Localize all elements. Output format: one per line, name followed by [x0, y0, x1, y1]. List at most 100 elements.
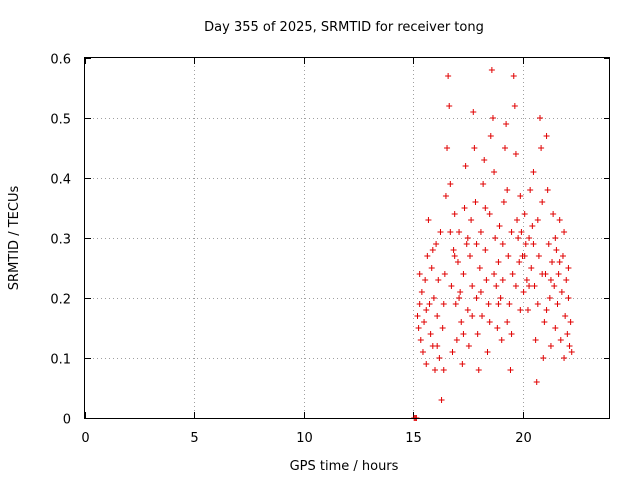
data-point	[481, 157, 488, 163]
data-point	[483, 277, 490, 283]
data-point	[532, 337, 539, 343]
data-point	[442, 193, 449, 199]
data-point	[540, 355, 547, 361]
data-point	[446, 103, 453, 109]
data-point	[422, 277, 429, 283]
x-tick-label: 15	[405, 431, 422, 446]
data-point	[565, 265, 572, 271]
data-point	[553, 247, 560, 253]
data-point	[472, 199, 479, 205]
data-point	[434, 343, 441, 349]
data-point	[562, 313, 569, 319]
data-point	[559, 253, 566, 259]
data-point	[496, 223, 503, 229]
data-point	[499, 277, 506, 283]
y-axis-label: SRMTID / TECUs	[7, 186, 22, 291]
data-point	[498, 337, 505, 343]
data-point	[416, 271, 423, 277]
data-point	[444, 145, 451, 151]
data-point	[517, 307, 524, 313]
data-point	[468, 217, 475, 223]
data-point	[534, 301, 541, 307]
plot-frame	[84, 57, 610, 419]
data-point	[440, 301, 447, 307]
data-point	[543, 133, 550, 139]
data-point	[565, 295, 572, 301]
data-point	[445, 73, 452, 79]
data-point	[508, 331, 515, 337]
data-point	[424, 253, 431, 259]
data-point	[439, 325, 446, 331]
data-point	[531, 283, 538, 289]
data-point	[558, 289, 565, 295]
data-point	[448, 283, 455, 289]
data-point	[510, 73, 517, 79]
data-point	[534, 217, 541, 223]
data-point	[555, 271, 562, 277]
data-point	[493, 283, 500, 289]
grid	[85, 58, 610, 418]
data-point	[508, 229, 515, 235]
data-point	[492, 235, 499, 241]
data-point	[414, 313, 421, 319]
data-point	[527, 187, 534, 193]
data-point	[452, 301, 459, 307]
data-point	[464, 307, 471, 313]
data-point	[523, 277, 530, 283]
data-point	[568, 349, 575, 355]
data-point	[550, 211, 557, 217]
x-tick-label: 20	[515, 431, 532, 446]
x-tick-label: 0	[81, 431, 89, 446]
data-point	[491, 271, 498, 277]
data-point	[462, 163, 469, 169]
data-point	[425, 217, 432, 223]
data-point	[467, 253, 473, 259]
data-point	[438, 397, 445, 403]
data-points	[411, 67, 575, 421]
data-point	[434, 313, 441, 319]
data-point	[428, 265, 435, 271]
data-point	[546, 295, 553, 301]
data-point	[512, 283, 519, 289]
y-tick-label: 0.4	[50, 173, 71, 188]
data-point	[521, 211, 528, 217]
data-point	[486, 211, 493, 217]
data-point	[416, 301, 423, 307]
data-point	[465, 343, 472, 349]
data-point	[469, 283, 476, 289]
data-point	[421, 319, 428, 325]
data-point	[539, 199, 546, 205]
data-point	[441, 271, 448, 277]
data-point	[436, 355, 443, 361]
data-point	[506, 301, 513, 307]
data-point	[456, 229, 463, 235]
data-point	[464, 235, 471, 241]
data-point	[463, 241, 470, 247]
chart-title: Day 355 of 2025, SRMTID for receiver ton…	[204, 20, 484, 35]
data-point	[504, 319, 511, 325]
data-point	[544, 187, 551, 193]
data-point	[423, 361, 430, 367]
data-point	[509, 271, 516, 277]
x-tick-label: 10	[296, 431, 313, 446]
x-tick-label: 5	[190, 431, 198, 446]
data-point	[538, 145, 545, 151]
data-point	[456, 295, 463, 301]
data-point	[561, 229, 568, 235]
data-point	[488, 67, 495, 73]
data-point	[563, 277, 570, 283]
data-point	[554, 301, 561, 307]
data-point	[470, 109, 477, 115]
data-point	[556, 259, 563, 265]
data-point	[454, 259, 461, 265]
data-point	[502, 145, 508, 151]
data-point	[543, 307, 550, 313]
data-point	[471, 145, 478, 151]
data-point	[539, 271, 546, 277]
data-point	[482, 247, 489, 253]
data-point	[473, 241, 480, 247]
data-point	[533, 379, 540, 385]
data-point	[477, 229, 484, 235]
data-point	[427, 331, 434, 337]
